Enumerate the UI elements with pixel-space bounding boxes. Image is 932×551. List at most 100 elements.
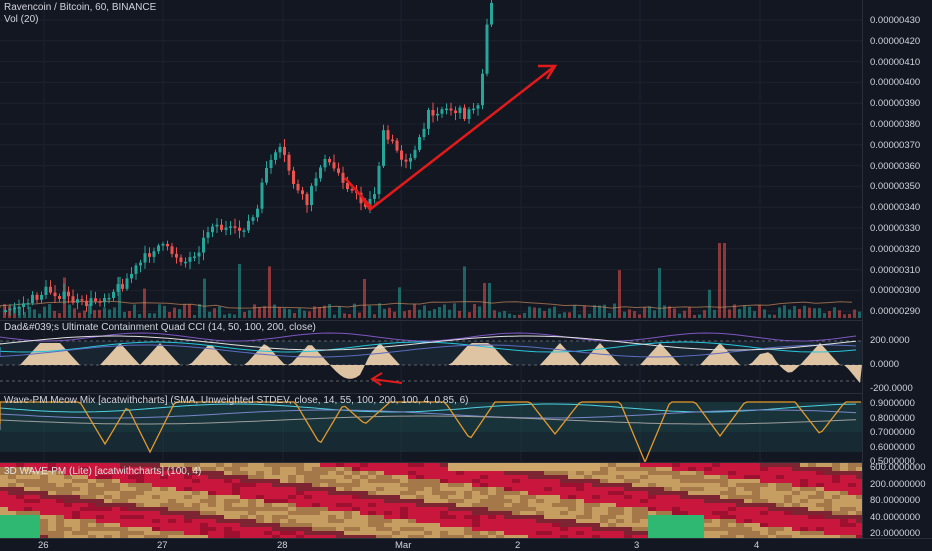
heatmap-cell <box>128 467 136 471</box>
time-axis[interactable] <box>0 538 932 551</box>
heatmap-cell <box>552 523 560 527</box>
cci-pane[interactable] <box>0 321 862 393</box>
heatmap-cell <box>552 483 560 487</box>
heatmap-cell <box>536 511 544 515</box>
pane-separator[interactable] <box>0 462 932 463</box>
heatmap-cell <box>504 491 512 495</box>
wave-tick: 0.5000000 <box>870 456 915 467</box>
heatmap-cell <box>800 467 808 471</box>
heatmap-cell <box>16 479 24 483</box>
volume-bar <box>463 266 466 318</box>
heatmap-cell <box>712 463 720 467</box>
candle-body <box>53 292 57 297</box>
heatmap-cell <box>392 511 400 515</box>
heatmap-cell <box>352 487 360 491</box>
heatmap-cell <box>80 503 88 507</box>
heatmap-cell <box>768 535 776 538</box>
wave-chart[interactable] <box>0 394 862 462</box>
heatmap-cell <box>416 471 424 475</box>
heatmap-cell <box>136 535 144 538</box>
heatmap-cell <box>520 515 528 519</box>
volume-bar <box>158 304 161 318</box>
heatmap-cell <box>792 531 800 535</box>
heatmap-cell <box>544 503 552 507</box>
heatmap-cell <box>112 507 120 511</box>
heatmap-cell <box>512 531 520 535</box>
heatmap-cell <box>720 531 728 535</box>
heatmap-cell <box>760 475 768 479</box>
heatmap-cell <box>136 507 144 511</box>
heatmap-cell <box>712 527 720 531</box>
price-pane[interactable] <box>0 0 862 320</box>
heatmap-cell <box>200 535 208 538</box>
heatmap-cell <box>320 471 328 475</box>
heatmap-cell <box>480 535 488 538</box>
price-chart[interactable] <box>0 0 862 320</box>
heatmap-cell <box>632 475 640 479</box>
pane-separator[interactable] <box>0 320 932 321</box>
heatmap-cell <box>208 511 216 515</box>
heatmap-cell <box>800 511 808 515</box>
price-scale[interactable] <box>862 0 932 538</box>
volume-bar <box>658 267 661 318</box>
heatmap-cell <box>224 467 232 471</box>
heatmap-cell <box>264 467 272 471</box>
heatmap-cell <box>552 487 560 491</box>
heatmap-cell <box>176 507 184 511</box>
heatmap-cell <box>816 507 824 511</box>
heatmap-cell <box>456 511 464 515</box>
heatmap-cell <box>56 499 64 503</box>
heatmap-cell <box>368 523 376 527</box>
heatmap-cell <box>464 503 472 507</box>
heatmap-cell <box>0 491 8 495</box>
wave-pane[interactable] <box>0 394 862 462</box>
heatmap-cell <box>456 491 464 495</box>
heatmap-cell <box>664 503 672 507</box>
heatmap-cell <box>496 475 504 479</box>
heatmap-cell <box>56 507 64 511</box>
heatmap-cell <box>720 479 728 483</box>
heatmap-cell <box>128 483 136 487</box>
heatmap-cell <box>616 475 624 479</box>
heatmap-cell <box>152 471 160 475</box>
heatmap-cell <box>248 503 256 507</box>
heatmap-cell <box>64 463 72 467</box>
heatmap-cell <box>456 527 464 531</box>
heatmap-cell <box>0 531 8 535</box>
heatmap-cell <box>728 487 736 491</box>
heatmap-cell <box>152 499 160 503</box>
wave-oscillator-line <box>0 401 861 462</box>
heatmap-cell <box>0 467 8 471</box>
heatmap-cell <box>56 523 64 527</box>
heatmap-cell <box>584 479 592 483</box>
cci-chart[interactable] <box>0 321 862 393</box>
heatmap-cell <box>152 527 160 531</box>
volume-bar <box>373 314 376 318</box>
heatmap-chart[interactable] <box>0 463 862 538</box>
heatmap-cell <box>0 463 8 467</box>
heatmap-cell <box>680 531 688 535</box>
volume-bar <box>528 306 531 318</box>
heatmap-cell <box>232 495 240 499</box>
heatmap-cell <box>728 471 736 475</box>
heatmap-cell <box>8 495 16 499</box>
heatmap-cell <box>568 519 576 523</box>
heatmap-cell <box>856 475 862 479</box>
pane-separator[interactable] <box>0 393 932 394</box>
heatmap-cell <box>536 499 544 503</box>
heatmap-cell <box>560 511 568 515</box>
annotation-vertex <box>361 197 379 212</box>
volume-bar <box>758 304 761 318</box>
heatmap-cell <box>216 491 224 495</box>
heatmap-cell <box>544 519 552 523</box>
heatmap-cell <box>392 475 400 479</box>
heatmap-cell <box>304 467 312 471</box>
heatmap-cell <box>584 463 592 467</box>
heatmap-cell <box>184 463 192 467</box>
heatmap-cell <box>856 491 862 495</box>
heatmap-cell <box>264 519 272 523</box>
heatmap-cell <box>176 503 184 507</box>
heatmap-pane[interactable] <box>0 463 862 538</box>
heatmap-cell <box>56 491 64 495</box>
heatmap-cell <box>48 495 56 499</box>
